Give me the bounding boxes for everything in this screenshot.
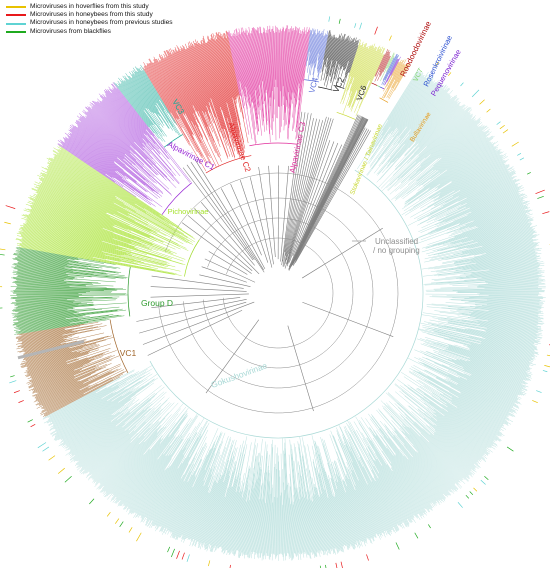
clade-gokushovirinae <box>42 67 546 561</box>
legend-swatch <box>6 30 26 33</box>
clade-label: Alpavirinae C3 <box>288 121 308 174</box>
legend-label: Microviruses from blackflies <box>30 27 111 35</box>
clade-bullavirinae <box>379 59 411 103</box>
clade-vc3 <box>113 64 183 148</box>
clade-alpavirinae-c2 <box>142 30 252 174</box>
clade-label: Group D <box>141 298 173 308</box>
clade-vc2 <box>318 30 346 91</box>
clade-pequenovirinae <box>382 56 401 90</box>
clade-vc4 <box>304 28 329 83</box>
clade-label: Pichovirinae <box>168 207 209 216</box>
clade-label: Alpavirinae C2 <box>226 121 252 173</box>
legend-label: Microviruses in hoverflies from this stu… <box>30 3 149 10</box>
clade-alpavirinae-c3 <box>227 25 311 147</box>
legend-label: Microviruses in honeybees from previous … <box>30 19 173 27</box>
clade-group-d <box>10 247 131 335</box>
clade-pichovirinae <box>15 145 200 277</box>
clade-sectors <box>10 25 546 561</box>
clade-label: VC1 <box>120 348 137 358</box>
annotation-ring <box>0 16 550 568</box>
legend-swatch <box>6 6 26 9</box>
clade-rosenkroivirinae <box>379 53 400 89</box>
clade-label: Gokushovirinae <box>210 360 269 390</box>
tree-internal-branches <box>136 111 399 414</box>
legend-swatch <box>6 22 26 25</box>
legend-item-honeybees-previous: Microviruses in honeybees from previous … <box>6 19 173 27</box>
legend: Microviruses in hoverflies from this stu… <box>6 3 173 36</box>
unclassified-label: Unclassified <box>375 237 418 246</box>
clade-label: VC4 <box>307 76 320 94</box>
unclassified-label: / no grouping <box>373 246 420 255</box>
clade-alpavirinae-c1 <box>57 82 193 215</box>
legend-item-honeybees-this-study: Microviruses in honeybees from this stud… <box>6 11 173 19</box>
clade-vc7 <box>376 52 395 87</box>
legend-label: Microviruses in honeybees from this stud… <box>30 11 153 19</box>
legend-item-blackflies: Microviruses from blackflies <box>6 28 173 36</box>
clade-vc1 <box>15 319 129 417</box>
clade-roodoodovirinae <box>371 49 391 86</box>
legend-item-hoverflies: Microviruses in hoverflies from this stu… <box>6 3 173 11</box>
legend-swatch <box>6 14 26 17</box>
clade-stokavirinae-tainavirinae <box>336 39 386 120</box>
clade-vc6 <box>333 35 360 89</box>
